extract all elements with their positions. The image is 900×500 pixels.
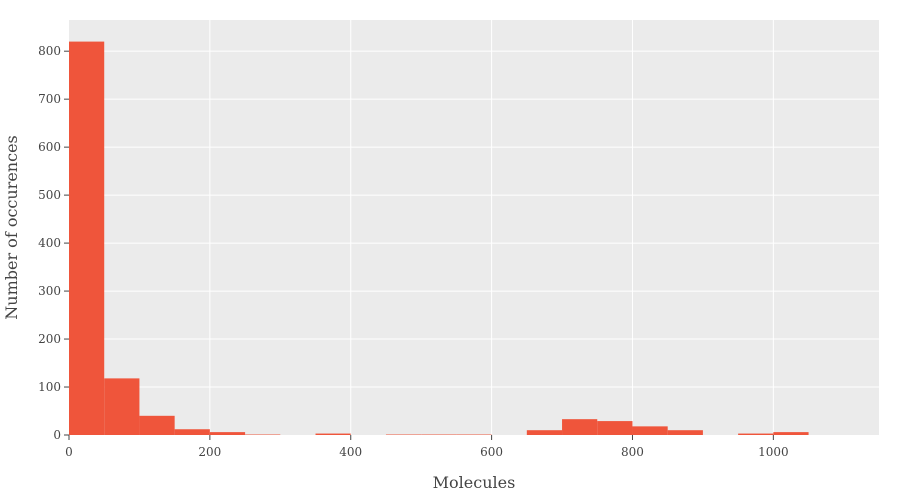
histogram-bar [562,419,598,435]
x-tick-label: 200 [198,445,221,459]
histogram-bar [209,432,246,435]
histogram-bar [773,432,809,435]
histogram-bar [526,430,563,435]
histogram-bar [174,429,210,435]
y-tick-label: 700 [38,92,61,106]
x-tick-label: 0 [65,445,73,459]
histogram-bar [738,433,774,435]
y-tick-label: 300 [38,284,61,298]
histogram-bar [315,433,351,435]
y-tick-label: 400 [38,236,61,250]
y-axis: 0 100 200 300 400 500 600 700 800 [38,44,69,442]
y-tick-label: 200 [38,332,61,346]
gridlines [69,20,879,435]
plot-area [69,20,879,435]
histogram-bar [632,426,668,435]
x-axis: 0 200 400 600 800 1000 [65,435,789,459]
x-tick-label: 600 [480,445,503,459]
bars [69,41,809,435]
y-tick-label: 600 [38,140,61,154]
y-axis-title: Number of occurences [2,135,21,319]
y-tick-label: 0 [53,428,61,442]
histogram-bar [667,430,703,435]
histogram-bar [104,378,140,435]
histogram-bar [597,421,633,435]
x-tick-label: 1000 [758,445,789,459]
y-tick-label: 100 [38,380,61,394]
x-axis-title: Molecules [433,473,516,492]
x-tick-label: 800 [621,445,644,459]
histogram-bar [139,415,175,435]
histogram-bar [69,41,105,435]
y-tick-label: 800 [38,44,61,58]
y-tick-label: 500 [38,188,61,202]
x-tick-label: 400 [339,445,362,459]
